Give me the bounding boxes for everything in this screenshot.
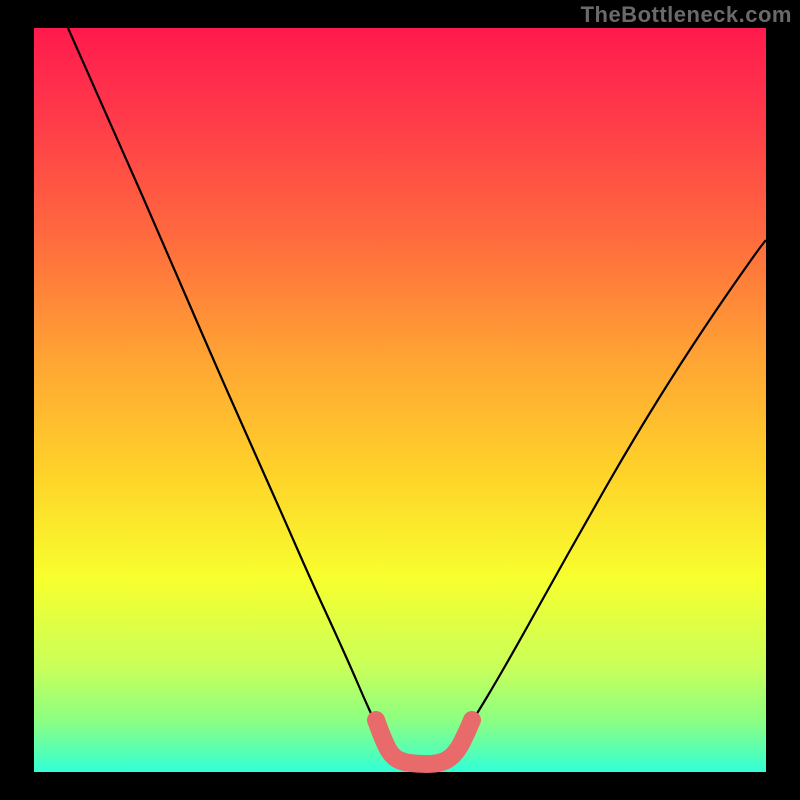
valley-highlight: [376, 720, 472, 764]
curve-right-branch: [454, 240, 766, 748]
chart-frame: TheBottleneck.com: [0, 0, 800, 800]
curve-left-branch: [68, 28, 388, 748]
chart-svg: [0, 0, 800, 800]
